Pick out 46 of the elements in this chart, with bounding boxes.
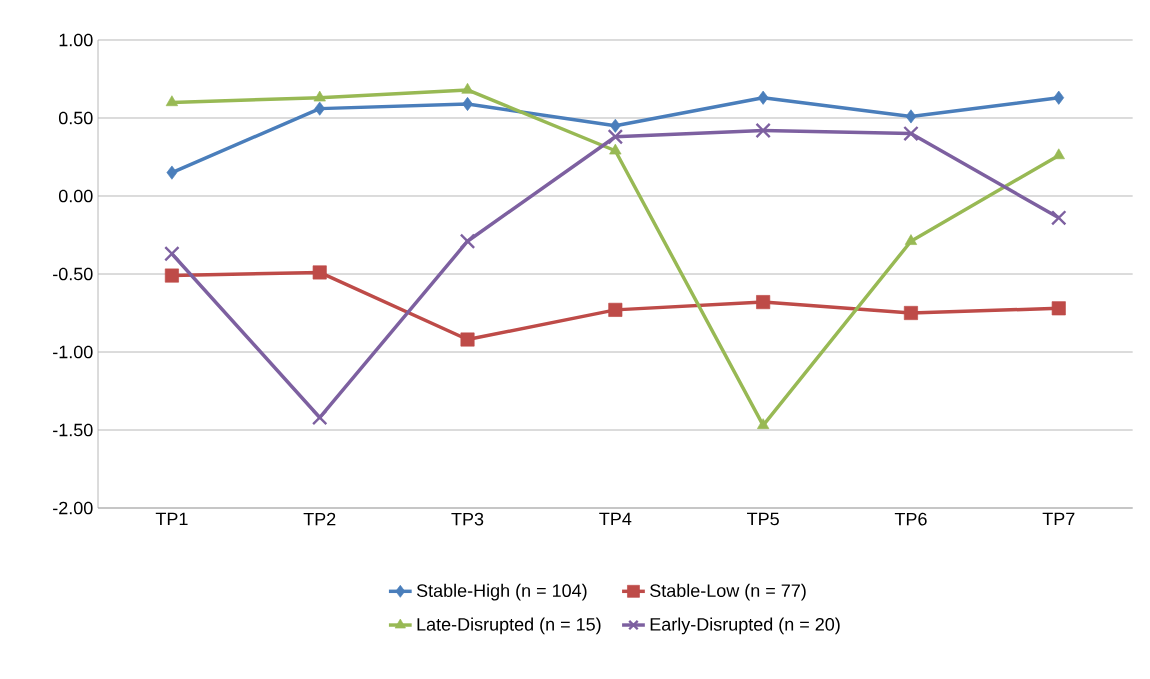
point [610, 118, 621, 133]
point [905, 109, 917, 124]
point [311, 409, 328, 426]
point [312, 265, 327, 280]
point [757, 90, 769, 105]
point [609, 143, 622, 155]
point [1052, 148, 1065, 160]
y-tick-label: -1.00 [53, 345, 93, 359]
point [165, 95, 179, 107]
y-tick-label: 0.50 [58, 111, 93, 125]
x-tick-label: TP2 [303, 512, 336, 526]
legend-label: Late-Disrupted (n = 15) [417, 617, 601, 635]
point [1053, 90, 1065, 105]
x-tick-label: TP4 [599, 512, 632, 526]
y-tick-label: 1.00 [59, 33, 93, 47]
x-tick-label: TP6 [894, 512, 927, 526]
point [462, 96, 473, 111]
point [1050, 210, 1067, 226]
legend-label: Early-Disrupted (n = 20) [650, 617, 840, 635]
point [608, 302, 623, 317]
point [756, 295, 771, 310]
y-tick-label: -1.50 [53, 423, 93, 437]
y-tick-label: -2.00 [53, 501, 93, 515]
point [164, 245, 180, 262]
point [903, 305, 918, 321]
x-tick-label: TP3 [451, 512, 484, 526]
point [164, 268, 179, 283]
point [755, 122, 771, 139]
legend-label: Stable-Low (n = 77) [650, 583, 806, 601]
point [314, 101, 326, 116]
point [1051, 301, 1066, 316]
point [166, 165, 178, 180]
x-tick-label: TP5 [747, 512, 779, 526]
point [461, 82, 474, 94]
y-tick-label: 0.00 [58, 189, 93, 203]
legend-label: Stable-High (n = 104) [416, 583, 587, 601]
point [904, 234, 918, 245]
point [903, 125, 919, 142]
x-tick-label: TP1 [155, 512, 188, 526]
x-tick-label: TP7 [1042, 512, 1075, 526]
y-tick-label: -0.50 [53, 267, 93, 281]
point [313, 90, 326, 102]
point [757, 418, 770, 429]
point [460, 332, 475, 347]
point [607, 128, 624, 145]
point [459, 233, 476, 250]
